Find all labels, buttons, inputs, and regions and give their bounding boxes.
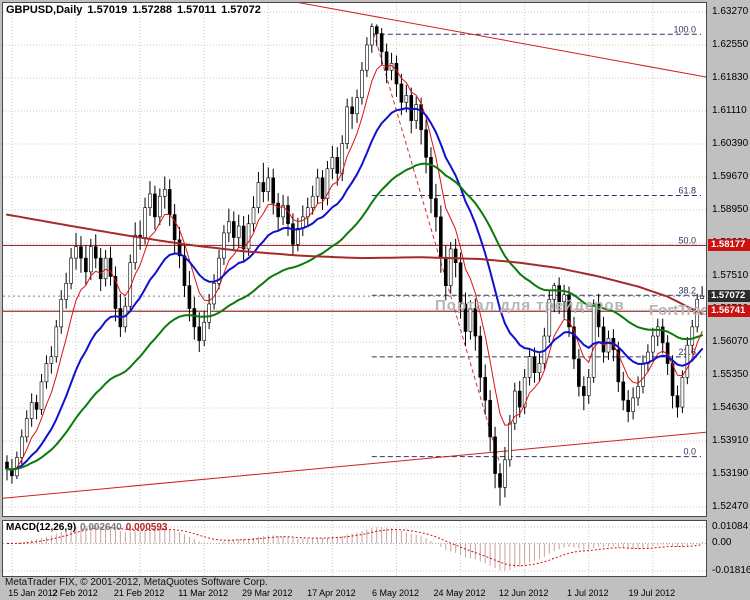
- macd-header: MACD(12,26,9) 0.002640 0.000593: [6, 522, 167, 533]
- fib-level-label: 100.0: [673, 24, 696, 34]
- moving-averages-layer: [6, 64, 704, 472]
- macd-tick-label: 0.01084: [712, 521, 749, 532]
- price-tick-label: 1.57510: [712, 269, 749, 281]
- watermark-layer: Портал для трейдеров FortTrade: [435, 297, 706, 319]
- date-label: 17 Apr 2012: [307, 588, 356, 598]
- symbol-period-label: GBPUSD,Daily: [6, 4, 83, 16]
- current-price-badge: 1.57072: [708, 290, 750, 303]
- date-label: 15 Jan 2012: [8, 588, 58, 598]
- watermark-text: Портал для трейдеров: [435, 297, 625, 314]
- resistance-price-badge: 1.58177: [708, 239, 750, 252]
- date-label: 24 May 2012: [433, 588, 486, 598]
- price-tick-label: 1.52470: [712, 500, 749, 512]
- support-price-badge: 1.56741: [708, 305, 750, 318]
- copyright-text: MetaTrader FIX, © 2001-2012, MetaQuotes …: [5, 577, 268, 588]
- fib-level-label: 61.8: [678, 186, 696, 196]
- grid-layer: [3, 3, 706, 516]
- low-value: 1.57011: [176, 4, 217, 16]
- price-tick-label: 1.53190: [712, 467, 749, 479]
- macd-indicator-pane[interactable]: MACD(12,26,9) 0.002640 0.000593: [2, 520, 707, 577]
- date-label: 2 Feb 2012: [52, 588, 98, 598]
- macd-signal-value: 0.000593: [125, 522, 168, 533]
- close-value: 1.57072: [221, 4, 261, 16]
- macd-value: 0.002640: [80, 522, 122, 533]
- trendlines-layer: [3, 3, 706, 499]
- watermark-brand: FortTrade: [649, 302, 706, 319]
- date-axis[interactable]: 15 Jan 2012 2 Feb 2012 21 Feb 2012 11 Mar 2…: [0, 588, 750, 600]
- price-tick-label: 1.63270: [712, 6, 749, 17]
- fast-ma: [6, 64, 703, 472]
- date-label: 11 Mar 2012: [178, 588, 229, 598]
- lower-channel-line: [3, 431, 706, 499]
- macd-axis[interactable]: 0.01084 0.00 -0.01816: [708, 520, 750, 580]
- price-tick-label: 1.60390: [712, 137, 749, 149]
- price-tick-label: 1.58950: [712, 203, 749, 215]
- price-tick-label: 1.61830: [712, 71, 749, 83]
- upper-channel-line: [298, 3, 706, 78]
- open-value: 1.57019: [87, 4, 128, 16]
- macd-tick-label: -0.01816: [712, 565, 750, 576]
- price-tick-label: 1.59670: [712, 170, 749, 182]
- date-label: 12 Jun 2012: [498, 588, 549, 598]
- macd-chart-canvas[interactable]: [3, 521, 706, 576]
- slow-ma: [6, 162, 704, 471]
- price-axis[interactable]: 1.63270 1.62550 1.61830 1.61110 1.60390 1.596…: [708, 3, 750, 517]
- macd-label: MACD(12,26,9): [6, 522, 77, 533]
- candles-layer: [5, 23, 704, 506]
- high-value: 1.57288: [132, 4, 172, 16]
- fib-level-label: 50.0: [678, 235, 696, 245]
- price-tick-label: 1.54630: [712, 401, 749, 413]
- date-label: 21 Feb 2012: [113, 588, 165, 598]
- chart-header: GBPUSD,Daily 1.57019 1.57288 1.57011 1.57072: [6, 4, 266, 16]
- date-label: 1 Jul 2012: [566, 588, 609, 598]
- macd-signal-line: [6, 526, 703, 567]
- price-tick-label: 1.56070: [712, 335, 749, 347]
- macd-signal-layer: [6, 526, 703, 567]
- fib-level-label: 0.0: [683, 447, 696, 457]
- date-label: 6 May 2012: [371, 588, 419, 598]
- price-tick-label: 1.61110: [712, 104, 747, 116]
- price-tick-label: 1.53910: [712, 434, 749, 446]
- fib-diagonal-line: [371, 26, 501, 465]
- price-tick-label: 1.62550: [712, 38, 749, 50]
- fib-level-label: 38.2: [678, 285, 696, 295]
- mid-ma: [6, 107, 704, 471]
- macd-histogram-layer: [11, 525, 703, 571]
- macd-tick-label: 0.00: [712, 537, 732, 549]
- date-label: 19 Jul 2012: [628, 588, 676, 598]
- long-ma: [6, 213, 704, 315]
- date-label: 29 Mar 2012: [242, 588, 293, 598]
- price-tick-label: 1.55350: [712, 368, 749, 380]
